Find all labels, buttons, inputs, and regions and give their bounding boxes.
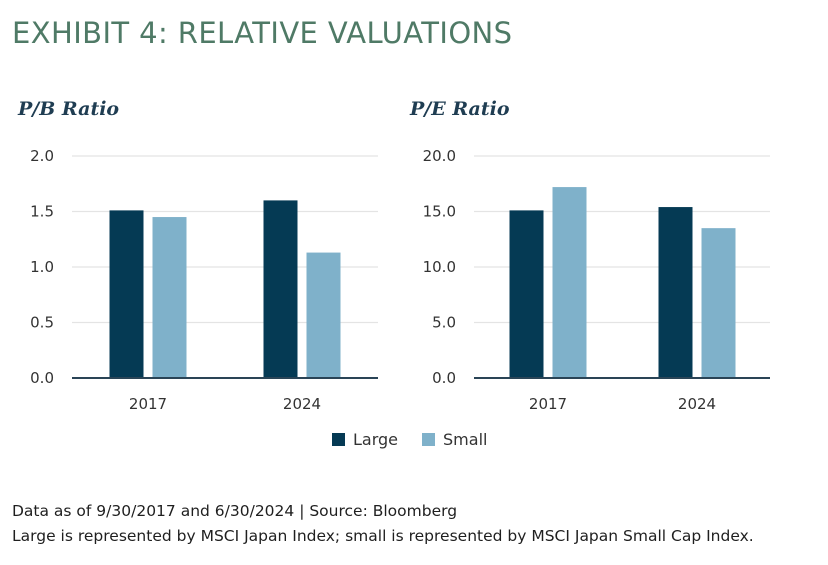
exhibit-title: EXHIBIT 4: RELATIVE VALUATIONS: [12, 16, 513, 50]
pb-bar-large-2024: [263, 200, 298, 378]
pb-bar-large-2017: [109, 210, 144, 378]
pb-ratio-chart: 0.0 0.5 1.0 1.5 2.0 2017 2024: [30, 147, 378, 413]
pe-ytick-label: 5.0: [432, 314, 456, 332]
pb-ytick-label: 2.0: [30, 147, 54, 165]
pe-bar-small-2017: [552, 187, 587, 378]
pb-xtick-label: 2024: [283, 395, 321, 413]
pe-ratio-chart: 0.0 5.0 10.0 15.0 20.0 2017 2024: [423, 147, 770, 413]
pe-xtick-label: 2024: [678, 395, 716, 413]
pb-ytick-label: 0.0: [30, 369, 54, 387]
footnote-definition: Large is represented by MSCI Japan Index…: [12, 527, 754, 545]
pb-chart-title: P/B Ratio: [18, 98, 120, 120]
pb-bar-small-2017: [152, 217, 187, 378]
pb-ytick-label: 0.5: [30, 314, 54, 332]
pb-ytick-label: 1.0: [30, 258, 54, 276]
legend-label-small: Small: [443, 430, 488, 449]
pe-ytick-label: 20.0: [423, 147, 456, 165]
legend-swatch-small: [422, 433, 436, 446]
legend-label-large: Large: [353, 430, 399, 449]
pe-bar-large-2017: [509, 210, 544, 378]
legend: Large Small: [332, 430, 487, 449]
pb-ytick-label: 1.5: [30, 203, 54, 221]
footnote-source: Data as of 9/30/2017 and 6/30/2024 | Sou…: [12, 502, 458, 520]
legend-swatch-large: [332, 433, 345, 446]
pe-ytick-label: 15.0: [423, 203, 456, 221]
pe-ytick-label: 0.0: [432, 369, 456, 387]
pe-bar-large-2024: [658, 207, 693, 378]
pe-ytick-label: 10.0: [423, 258, 456, 276]
legend-item-small: Small: [422, 430, 487, 449]
pb-xtick-label: 2017: [129, 395, 167, 413]
legend-item-large: Large: [332, 430, 398, 449]
pe-xtick-label: 2017: [529, 395, 567, 413]
pb-bar-small-2024: [306, 252, 341, 378]
pe-chart-title: P/E Ratio: [410, 98, 510, 120]
pe-bar-small-2024: [701, 228, 736, 378]
